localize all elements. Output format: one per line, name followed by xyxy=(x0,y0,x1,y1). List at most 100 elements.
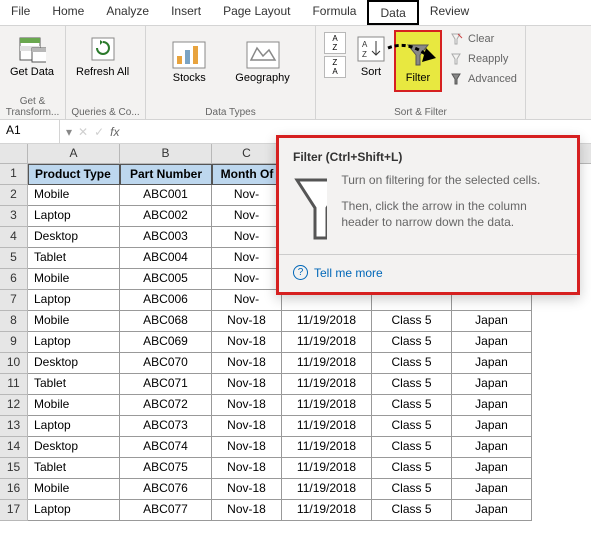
cell[interactable]: 11/19/2018 xyxy=(282,353,372,374)
cell[interactable]: 11/19/2018 xyxy=(282,479,372,500)
row-header[interactable]: 7 xyxy=(0,290,28,311)
cell[interactable]: 11/19/2018 xyxy=(282,500,372,521)
tab-insert[interactable]: Insert xyxy=(160,0,212,25)
row-header[interactable]: 15 xyxy=(0,458,28,479)
cell[interactable]: Tablet xyxy=(28,458,120,479)
cell[interactable]: 11/19/2018 xyxy=(282,311,372,332)
cell[interactable]: Nov-18 xyxy=(212,395,282,416)
cell[interactable]: ABC074 xyxy=(120,437,212,458)
cell[interactable]: ABC071 xyxy=(120,374,212,395)
cell[interactable]: Class 5 xyxy=(372,311,452,332)
cell[interactable]: ABC002 xyxy=(120,206,212,227)
cell[interactable]: Class 5 xyxy=(372,458,452,479)
tab-review[interactable]: Review xyxy=(419,0,480,25)
filter-button[interactable]: Filter xyxy=(398,34,438,88)
cell[interactable]: Japan xyxy=(452,437,532,458)
column-header[interactable]: B xyxy=(120,144,212,163)
cell[interactable]: Class 5 xyxy=(372,332,452,353)
cell[interactable]: Nov- xyxy=(212,227,282,248)
cell[interactable]: Class 5 xyxy=(372,416,452,437)
cell[interactable]: Nov- xyxy=(212,206,282,227)
row-header[interactable]: 14 xyxy=(0,437,28,458)
cell[interactable]: Class 5 xyxy=(372,437,452,458)
cell[interactable]: Mobile xyxy=(28,479,120,500)
tab-file[interactable]: File xyxy=(0,0,41,25)
advanced-button[interactable]: Advanced xyxy=(446,70,521,88)
cell[interactable]: Desktop xyxy=(28,353,120,374)
cell[interactable]: Laptop xyxy=(28,290,120,311)
row-header[interactable]: 16 xyxy=(0,479,28,500)
cell[interactable]: 11/19/2018 xyxy=(282,458,372,479)
cell[interactable]: Japan xyxy=(452,353,532,374)
dropdown-icon[interactable]: ▾ xyxy=(66,125,72,139)
cell[interactable]: Class 5 xyxy=(372,374,452,395)
cell[interactable]: Desktop xyxy=(28,437,120,458)
tell-me-more-link[interactable]: ? Tell me more xyxy=(293,265,563,280)
cell[interactable]: ABC003 xyxy=(120,227,212,248)
cell[interactable]: Nov-18 xyxy=(212,458,282,479)
cell[interactable]: Laptop xyxy=(28,416,120,437)
sort-za-button[interactable]: ZA xyxy=(324,56,346,78)
cell[interactable]: ABC072 xyxy=(120,395,212,416)
cell[interactable]: Nov- xyxy=(212,269,282,290)
cell[interactable]: Nov- xyxy=(212,290,282,311)
cell[interactable]: Nov-18 xyxy=(212,332,282,353)
row-header[interactable]: 3 xyxy=(0,206,28,227)
sort-button[interactable]: AZ Sort xyxy=(352,30,390,80)
refresh-all-button[interactable]: Refresh All xyxy=(70,28,135,82)
stocks-button[interactable]: Stocks xyxy=(165,34,213,88)
cell[interactable]: Mobile xyxy=(28,395,120,416)
cell[interactable]: Japan xyxy=(452,311,532,332)
cell[interactable]: ABC069 xyxy=(120,332,212,353)
cell[interactable]: Nov-18 xyxy=(212,416,282,437)
row-header[interactable]: 13 xyxy=(0,416,28,437)
cell[interactable]: Japan xyxy=(452,479,532,500)
cell[interactable]: ABC076 xyxy=(120,479,212,500)
row-header[interactable]: 12 xyxy=(0,395,28,416)
row-header[interactable]: 4 xyxy=(0,227,28,248)
cell[interactable]: Japan xyxy=(452,395,532,416)
cell[interactable]: Nov-18 xyxy=(212,311,282,332)
select-all-corner[interactable] xyxy=(0,144,28,163)
cell[interactable]: Mobile xyxy=(28,185,120,206)
cell[interactable]: 11/19/2018 xyxy=(282,395,372,416)
cell[interactable]: Nov-18 xyxy=(212,353,282,374)
cell[interactable]: ABC073 xyxy=(120,416,212,437)
cell[interactable]: Nov-18 xyxy=(212,437,282,458)
cell[interactable]: Japan xyxy=(452,500,532,521)
cell[interactable]: ABC075 xyxy=(120,458,212,479)
cell[interactable]: Tablet xyxy=(28,248,120,269)
row-header[interactable]: 1 xyxy=(0,164,28,185)
tab-data[interactable]: Data xyxy=(367,0,418,25)
column-header[interactable]: A xyxy=(28,144,120,163)
cell[interactable]: ABC001 xyxy=(120,185,212,206)
row-header[interactable]: 6 xyxy=(0,269,28,290)
tab-page-layout[interactable]: Page Layout xyxy=(212,0,301,25)
cell[interactable]: Mobile xyxy=(28,269,120,290)
cell[interactable]: Japan xyxy=(452,416,532,437)
cell[interactable]: Class 5 xyxy=(372,500,452,521)
get-data-button[interactable]: Get Data xyxy=(4,28,60,82)
name-box[interactable]: A1 xyxy=(0,120,60,143)
cell[interactable]: Nov- xyxy=(212,185,282,206)
row-header[interactable]: 9 xyxy=(0,332,28,353)
cell[interactable]: ABC077 xyxy=(120,500,212,521)
tab-formula[interactable]: Formula xyxy=(301,0,367,25)
column-header[interactable]: C xyxy=(212,144,282,163)
cell[interactable]: Japan xyxy=(452,332,532,353)
cell[interactable]: Laptop xyxy=(28,500,120,521)
row-header[interactable]: 10 xyxy=(0,353,28,374)
row-header[interactable]: 5 xyxy=(0,248,28,269)
sort-az-button[interactable]: AZ xyxy=(324,32,346,54)
cell[interactable]: Nov- xyxy=(212,248,282,269)
clear-button[interactable]: Clear xyxy=(446,30,521,48)
fx-button[interactable]: fx xyxy=(110,125,119,139)
cell[interactable]: Japan xyxy=(452,374,532,395)
cell[interactable]: Nov-18 xyxy=(212,479,282,500)
cell[interactable]: Class 5 xyxy=(372,479,452,500)
tab-home[interactable]: Home xyxy=(41,0,95,25)
cell[interactable]: Tablet xyxy=(28,374,120,395)
row-header[interactable]: 11 xyxy=(0,374,28,395)
tab-analyze[interactable]: Analyze xyxy=(95,0,160,25)
geography-button[interactable]: Geography xyxy=(229,34,295,88)
